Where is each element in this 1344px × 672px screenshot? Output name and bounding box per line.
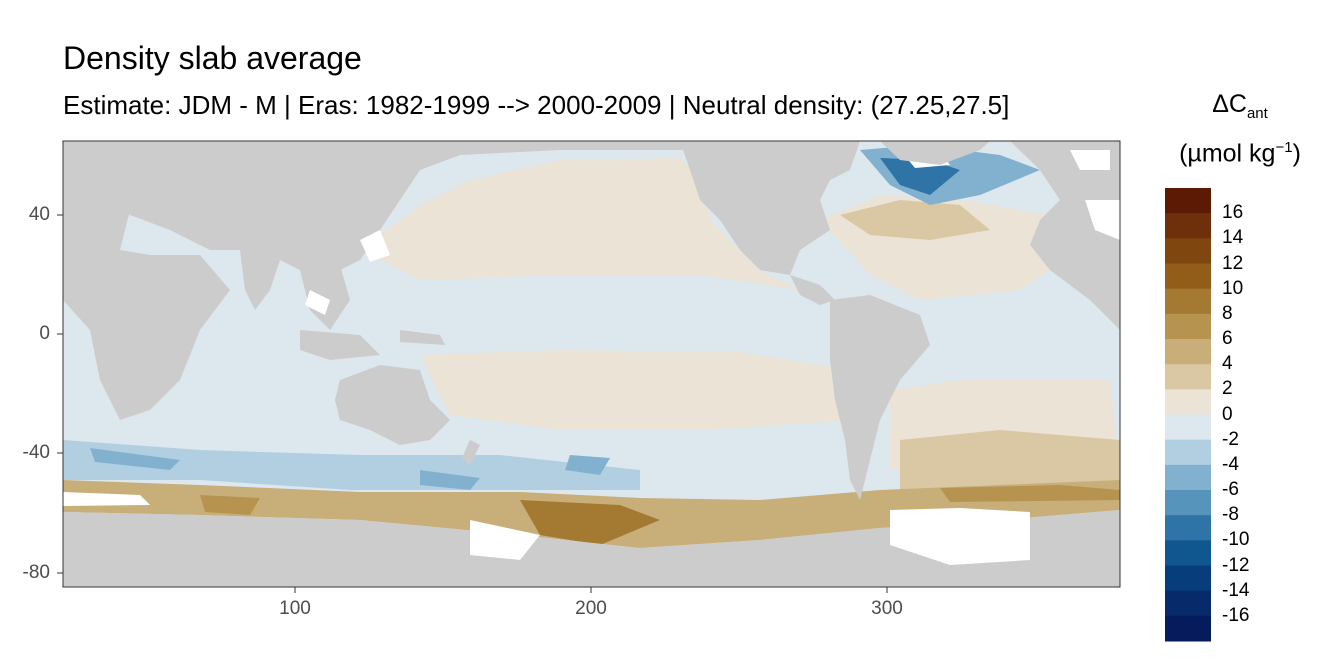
colorbar-swatch — [1165, 389, 1211, 415]
south-america-land — [830, 295, 930, 500]
south-atlantic-band — [900, 430, 1120, 490]
greenland-land — [880, 141, 990, 165]
legend-label: 16 — [1222, 202, 1244, 224]
legend-label: 8 — [1222, 302, 1233, 324]
ross-sea-high-positive — [520, 500, 660, 545]
southern-negative-patch-1 — [90, 448, 180, 470]
colorbar-swatch — [1165, 188, 1211, 214]
colorbar-swatch — [1165, 263, 1211, 290]
y-tick-label: 40 — [28, 204, 50, 225]
x-tick-label: 200 — [575, 598, 607, 619]
nodata-patch-2 — [360, 230, 390, 262]
colorbar-swatch — [1165, 590, 1211, 617]
legend-label: -4 — [1222, 453, 1239, 475]
legend-title: ΔCant — [1212, 90, 1268, 122]
europe-africa-land — [1010, 141, 1120, 330]
colorbar-swatch — [1165, 464, 1211, 491]
colorbar-swatch — [1165, 414, 1211, 441]
legend-label: 6 — [1222, 328, 1233, 349]
eurasia-land — [63, 141, 820, 280]
colorbar-swatch — [1165, 339, 1211, 365]
madagascar-land — [145, 355, 162, 395]
y-tick-label: 0 — [39, 323, 50, 344]
southern-negative-patch-2 — [420, 470, 480, 490]
weddell-nodata — [890, 508, 1030, 565]
nodata-patch-4 — [1085, 200, 1120, 240]
colorbar-swatch — [1165, 439, 1211, 466]
chart-subtitle: Estimate: JDM - M | Eras: 1982-1999 --> … — [63, 90, 1010, 120]
legend-label: -12 — [1222, 554, 1250, 576]
legend-label: 12 — [1222, 252, 1244, 274]
nodata-patch-3 — [1070, 150, 1110, 170]
nodata-patch-1 — [305, 290, 330, 315]
indonesia-land — [300, 330, 380, 360]
legend-label: -14 — [1222, 579, 1250, 601]
colorbar-swatch — [1165, 213, 1211, 239]
weddell-positive-band — [940, 485, 1120, 502]
north-pacific-positive — [360, 158, 800, 290]
colorbar-swatch — [1165, 238, 1211, 264]
colorbar-swatch — [1165, 515, 1211, 541]
legend-unit: (µmol kg−1) — [1179, 139, 1301, 168]
legend-label: 10 — [1222, 277, 1244, 299]
antarctica-land — [63, 510, 1120, 587]
colorbar-swatch — [1165, 615, 1211, 642]
africa-land — [63, 141, 230, 420]
north-atlantic-band — [840, 200, 990, 240]
legend-label: -6 — [1222, 479, 1239, 500]
colorbar-swatch — [1165, 313, 1211, 340]
colorbar-swatch — [1165, 540, 1211, 566]
nodata-strip — [63, 492, 150, 506]
colorbar-swatch — [1165, 288, 1211, 315]
y-tick-label: -80 — [22, 562, 50, 583]
chart-title: Density slab average — [63, 40, 362, 76]
ross-ice-shelf-nodata — [470, 520, 540, 560]
new-zealand-land — [462, 440, 480, 465]
legend-label: 4 — [1222, 353, 1233, 375]
south-pacific-positive — [420, 350, 860, 430]
map-panel — [63, 141, 1120, 587]
legend-label: -16 — [1222, 604, 1250, 626]
legend-label: -8 — [1222, 504, 1239, 526]
colorbar-swatch — [1165, 364, 1211, 390]
legend-label: 2 — [1222, 378, 1233, 400]
india-land — [240, 250, 280, 310]
legend-label: 0 — [1222, 403, 1233, 425]
central-america-land — [790, 275, 835, 305]
southern-negative-patch-3 — [565, 455, 610, 475]
colorbar-swatch — [1165, 490, 1211, 516]
x-tick-label: 300 — [871, 598, 903, 619]
australia-land — [335, 365, 450, 445]
new-guinea-land — [400, 330, 445, 345]
north-america-land — [680, 141, 860, 275]
colorbar-swatch — [1165, 565, 1211, 592]
legend-colorbar — [1165, 188, 1211, 642]
x-tick-label: 100 — [279, 598, 311, 619]
y-tick-label: -40 — [22, 442, 50, 463]
legend-label: -2 — [1222, 428, 1239, 450]
labrador-sea-negative — [880, 158, 960, 195]
southern-indian-negative — [63, 440, 640, 490]
legend-label: 14 — [1222, 227, 1244, 249]
southern-positive-patch — [200, 495, 260, 515]
legend-label: -10 — [1222, 529, 1250, 551]
